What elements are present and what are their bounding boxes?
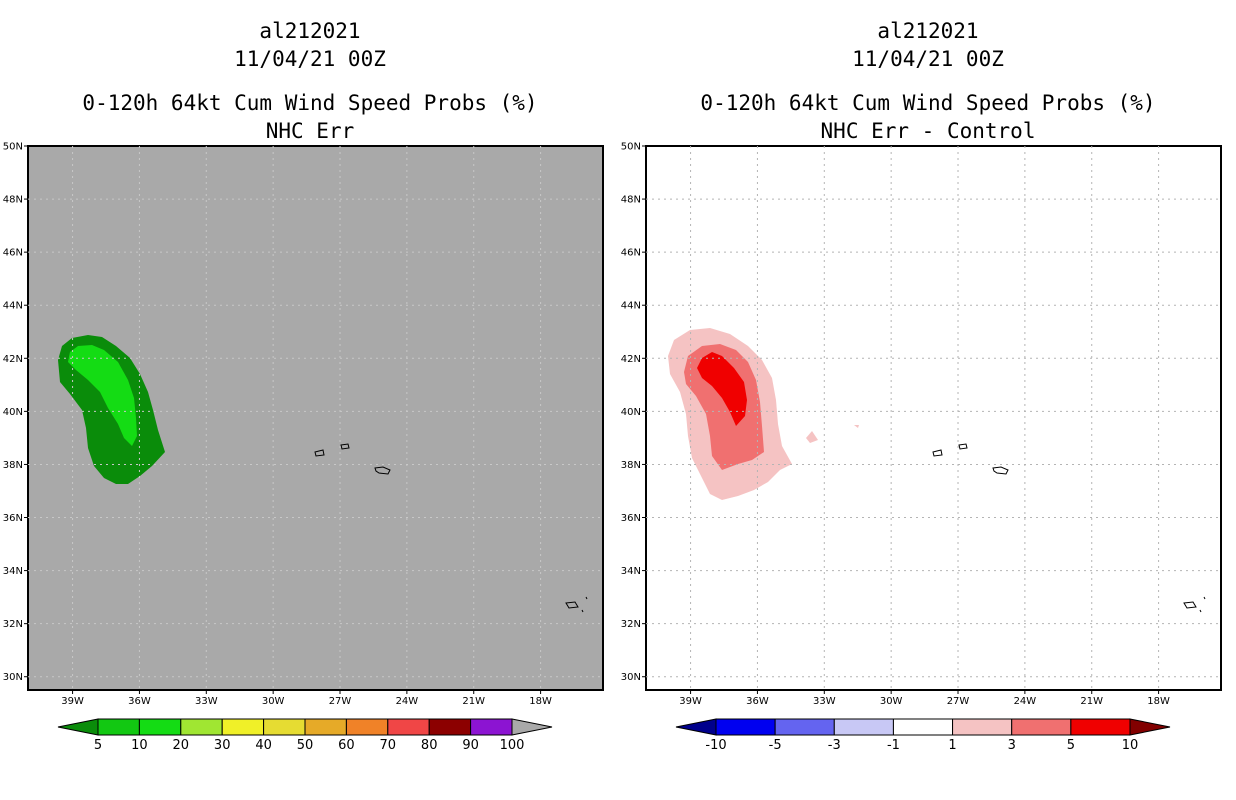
left-swath-10-20	[68, 345, 137, 446]
left-lat-label: 40N	[3, 407, 23, 418]
left-lat-label: 50N	[3, 142, 23, 153]
left-island-faial	[340, 443, 350, 450]
left-lat-label: 32N	[3, 619, 23, 630]
left-product-title: 0-120h 64kt Cum Wind Speed Probs (%)	[82, 91, 538, 115]
left-lon-label: 18W	[529, 696, 552, 707]
right-product-title: 0-120h 64kt Cum Wind Speed Probs (%)	[700, 91, 1156, 115]
left-axis-ticks: 50N 48N 46N 44N 42N 40N 38N 36N 34N 32N 30N 39W 36W 3…	[3, 142, 552, 708]
left-lat-label: 36N	[3, 513, 23, 524]
left-lat-label: 38N	[3, 460, 23, 471]
right-datetime: 11/04/21 00Z	[852, 47, 1004, 71]
left-lat-label: 46N	[3, 248, 23, 259]
right-subtitle: NHC Err - Control	[820, 119, 1036, 143]
left-gridlines	[28, 146, 603, 690]
right-storm-id: al212021	[877, 19, 979, 43]
left-lon-label: 39W	[61, 696, 84, 707]
left-lon-label: 33W	[195, 696, 218, 707]
left-lat-label: 30N	[3, 672, 23, 683]
left-lon-label: 30W	[262, 696, 285, 707]
left-island-madeira	[565, 601, 584, 613]
left-island-pico	[314, 449, 325, 457]
left-storm-id: al212021	[259, 19, 361, 43]
left-lat-label: 34N	[3, 566, 23, 577]
left-lon-label: 21W	[462, 696, 485, 707]
left-lon-label: 36W	[128, 696, 151, 707]
left-lon-label: 24W	[396, 696, 419, 707]
left-subtitle: NHC Err	[265, 119, 355, 143]
left-lat-label: 42N	[3, 354, 23, 365]
left-lat-label: 44N	[3, 301, 23, 312]
left-island-porto-santo	[585, 596, 588, 600]
left-lon-label: 27W	[329, 696, 352, 707]
left-map	[27, 145, 604, 691]
left-lat-label: 48N	[3, 195, 23, 206]
left-island-sao-miguel	[374, 466, 391, 475]
left-datetime: 11/04/21 00Z	[234, 47, 386, 71]
